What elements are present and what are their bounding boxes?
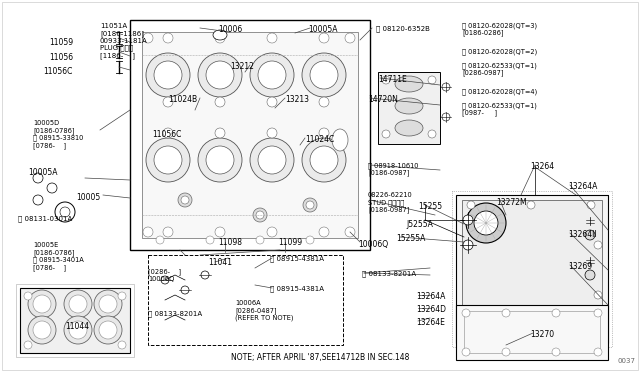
Bar — [456, 195, 608, 343]
Text: 11098: 11098 — [218, 238, 242, 247]
Bar — [142, 32, 358, 238]
Circle shape — [178, 193, 192, 207]
Circle shape — [94, 316, 122, 344]
Circle shape — [442, 83, 450, 91]
Text: Ⓑ 08120-62533(QT=1)
[0286-0987]: Ⓑ 08120-62533(QT=1) [0286-0987] — [462, 62, 537, 76]
Circle shape — [310, 61, 338, 89]
Text: 10006A
[0286-0487]
(REFER TO NOTE): 10006A [0286-0487] (REFER TO NOTE) — [235, 300, 294, 321]
Circle shape — [154, 61, 182, 89]
Text: Ⓟ 08915-4381A: Ⓟ 08915-4381A — [270, 285, 324, 292]
Text: 14720N: 14720N — [368, 95, 398, 104]
Circle shape — [428, 130, 436, 138]
Circle shape — [215, 227, 225, 237]
Circle shape — [256, 211, 264, 219]
Text: 10005: 10005 — [76, 193, 100, 202]
Circle shape — [527, 329, 535, 337]
Circle shape — [64, 290, 92, 318]
Circle shape — [146, 53, 190, 97]
Circle shape — [33, 321, 51, 339]
Circle shape — [69, 321, 87, 339]
Circle shape — [527, 201, 535, 209]
Text: 13269: 13269 — [568, 262, 592, 271]
Circle shape — [146, 138, 190, 182]
Circle shape — [143, 227, 153, 237]
Circle shape — [345, 33, 355, 43]
Circle shape — [256, 236, 264, 244]
Text: 13270: 13270 — [530, 330, 554, 339]
Bar — [130, 20, 370, 250]
Circle shape — [206, 61, 234, 89]
Text: 11056: 11056 — [49, 53, 73, 62]
Circle shape — [33, 173, 43, 183]
Circle shape — [28, 290, 56, 318]
Text: NOTE; AFTER APRIL '87,SEE14712B IN SEC.148: NOTE; AFTER APRIL '87,SEE14712B IN SEC.1… — [231, 353, 409, 362]
Bar — [464, 311, 600, 353]
Circle shape — [47, 183, 57, 193]
Ellipse shape — [395, 120, 423, 136]
Circle shape — [594, 309, 602, 317]
Text: 13272M: 13272M — [496, 198, 527, 207]
Text: 10006Q: 10006Q — [358, 240, 388, 249]
Circle shape — [215, 97, 225, 107]
Circle shape — [55, 202, 75, 222]
Text: 11056C: 11056C — [44, 67, 73, 76]
Circle shape — [319, 227, 329, 237]
Text: Ⓑ 08120-62028(QT=4): Ⓑ 08120-62028(QT=4) — [462, 88, 537, 94]
Circle shape — [462, 348, 470, 356]
Text: Ⓑ 08120-62028(QT=2): Ⓑ 08120-62028(QT=2) — [462, 48, 537, 55]
Circle shape — [502, 348, 510, 356]
Ellipse shape — [395, 98, 423, 114]
Circle shape — [64, 316, 92, 344]
Circle shape — [161, 276, 169, 284]
Circle shape — [143, 33, 153, 43]
Circle shape — [267, 128, 277, 138]
Circle shape — [428, 76, 436, 84]
Circle shape — [154, 146, 182, 174]
Circle shape — [201, 271, 209, 279]
Circle shape — [99, 321, 117, 339]
Circle shape — [442, 113, 450, 121]
Circle shape — [319, 97, 329, 107]
Circle shape — [306, 236, 314, 244]
Circle shape — [594, 291, 602, 299]
Bar — [462, 200, 602, 336]
Text: 13264: 13264 — [530, 162, 554, 171]
Circle shape — [587, 201, 595, 209]
Text: 10006: 10006 — [218, 25, 243, 34]
Text: 13212: 13212 — [230, 62, 254, 71]
Circle shape — [319, 128, 329, 138]
Circle shape — [466, 203, 506, 243]
Circle shape — [198, 53, 242, 97]
Circle shape — [118, 341, 126, 349]
Circle shape — [587, 329, 595, 337]
Circle shape — [594, 241, 602, 249]
Circle shape — [24, 341, 32, 349]
Circle shape — [310, 146, 338, 174]
Text: 10005E
[0186-0786]
Ⓟ 08915-3401A
[0786-    ]: 10005E [0186-0786] Ⓟ 08915-3401A [0786- … — [33, 242, 84, 271]
Circle shape — [163, 128, 173, 138]
Text: 13264A: 13264A — [416, 292, 445, 301]
Text: 0037: 0037 — [617, 358, 635, 364]
Circle shape — [206, 236, 214, 244]
Text: 11024B: 11024B — [168, 95, 197, 104]
Circle shape — [382, 130, 390, 138]
Text: Ⓑ 08120-62028(QT=3)
[0186-0286]: Ⓑ 08120-62028(QT=3) [0186-0286] — [462, 22, 537, 36]
Text: 14711E: 14711E — [378, 75, 407, 84]
Circle shape — [463, 215, 473, 225]
Circle shape — [181, 286, 189, 294]
Circle shape — [156, 236, 164, 244]
Circle shape — [163, 227, 173, 237]
Bar — [456, 305, 608, 360]
Circle shape — [250, 53, 294, 97]
Circle shape — [215, 128, 225, 138]
Text: 10005D
[0186-0786]
Ⓟ 08915-33810
[0786-    ]: 10005D [0186-0786] Ⓟ 08915-33810 [0786- … — [33, 120, 83, 149]
Circle shape — [594, 348, 602, 356]
Circle shape — [258, 146, 286, 174]
Circle shape — [345, 227, 355, 237]
Circle shape — [306, 201, 314, 209]
Circle shape — [467, 201, 475, 209]
Circle shape — [382, 76, 390, 84]
Circle shape — [94, 290, 122, 318]
Bar — [20, 288, 130, 353]
Text: 13264D: 13264D — [416, 305, 446, 314]
